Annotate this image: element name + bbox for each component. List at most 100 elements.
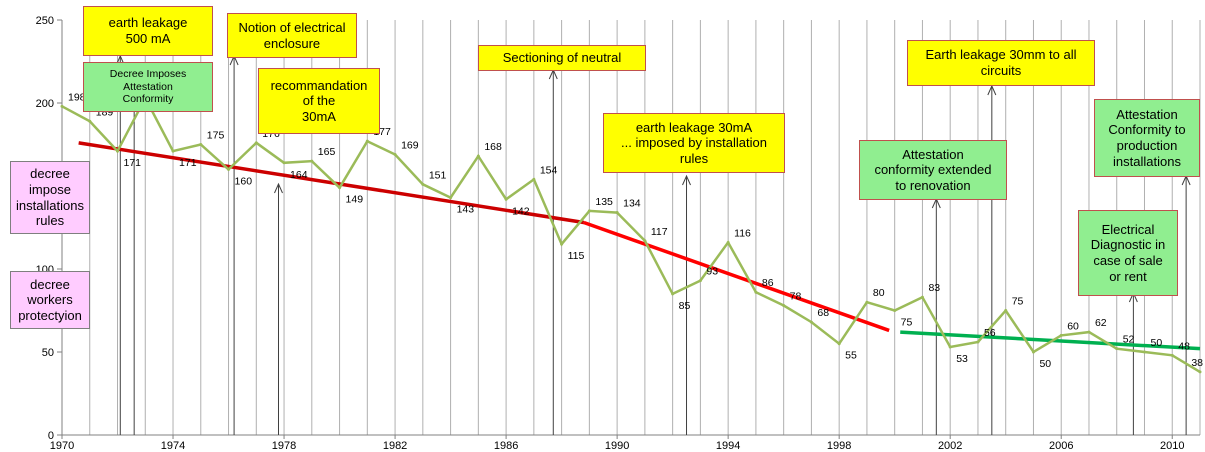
trend-line bbox=[583, 220, 890, 333]
data-point bbox=[1142, 350, 1146, 354]
x-tick-label: 1986 bbox=[494, 440, 518, 452]
annotation-box: Attestation Conformity to production ins… bbox=[1094, 99, 1200, 177]
data-label: 116 bbox=[734, 227, 751, 239]
data-point bbox=[365, 139, 369, 143]
data-point bbox=[227, 167, 231, 171]
data-point bbox=[837, 342, 841, 346]
annotation-box: Decree Imposes Attestation Conformity bbox=[83, 62, 213, 112]
data-point bbox=[171, 149, 175, 153]
data-label: 117 bbox=[651, 226, 668, 238]
data-label: 93 bbox=[706, 266, 718, 278]
data-point bbox=[671, 292, 675, 296]
data-label: 165 bbox=[318, 146, 336, 158]
data-label: 78 bbox=[790, 291, 802, 303]
data-label: 160 bbox=[235, 175, 253, 187]
data-point bbox=[698, 279, 702, 283]
data-point bbox=[476, 154, 480, 158]
data-label: 56 bbox=[984, 327, 996, 339]
data-label: 60 bbox=[1067, 320, 1079, 332]
x-tick-label: 1978 bbox=[272, 440, 296, 452]
data-label: 149 bbox=[346, 194, 364, 206]
data-point bbox=[504, 197, 508, 201]
data-point bbox=[1170, 353, 1174, 357]
data-label: 83 bbox=[928, 282, 940, 294]
data-point bbox=[754, 290, 758, 294]
annotation-box: recommandation of the 30mA bbox=[258, 68, 380, 134]
data-label: 171 bbox=[179, 157, 197, 169]
x-tick-label: 2002 bbox=[938, 440, 962, 452]
annotation-box: Electrical Diagnostic in case of sale or… bbox=[1078, 210, 1178, 296]
annotation-box: Earth leakage 30mm to all circuits bbox=[907, 40, 1095, 86]
data-label: 80 bbox=[873, 287, 885, 299]
data-label: 134 bbox=[623, 198, 641, 210]
x-tick-label: 2010 bbox=[1160, 440, 1184, 452]
data-label: 86 bbox=[762, 277, 774, 289]
data-label: 168 bbox=[484, 141, 502, 153]
data-point bbox=[643, 239, 647, 243]
data-point bbox=[1198, 370, 1202, 374]
data-label: 175 bbox=[207, 130, 225, 142]
data-label: 154 bbox=[540, 164, 558, 176]
data-point bbox=[782, 304, 786, 308]
data-label: 52 bbox=[1123, 334, 1135, 346]
data-point bbox=[199, 143, 203, 146]
data-point bbox=[310, 159, 314, 163]
x-tick-label: 1970 bbox=[50, 440, 74, 452]
x-tick-label: 1998 bbox=[827, 440, 851, 452]
annotation-box: Sectioning of neutral bbox=[478, 45, 646, 71]
data-point bbox=[893, 309, 897, 312]
data-point bbox=[254, 141, 258, 145]
data-point bbox=[726, 240, 730, 244]
data-point bbox=[116, 149, 120, 153]
annotation-box: earth leakage 30mA ... imposed by instal… bbox=[603, 113, 785, 173]
data-point bbox=[1087, 330, 1091, 334]
data-label: 55 bbox=[845, 350, 857, 362]
data-point bbox=[449, 196, 453, 200]
y-tick-label: 50 bbox=[42, 347, 54, 359]
data-label: 198 bbox=[68, 91, 86, 103]
data-point bbox=[1031, 350, 1035, 354]
data-label: 135 bbox=[595, 196, 613, 208]
data-point bbox=[809, 320, 813, 324]
x-tick-label: 1982 bbox=[383, 440, 407, 452]
x-tick-label: 1990 bbox=[605, 440, 629, 452]
data-label: 143 bbox=[457, 204, 475, 216]
data-point bbox=[1115, 347, 1119, 351]
data-point bbox=[615, 211, 619, 215]
arrowhead bbox=[274, 182, 283, 194]
y-tick-label: 250 bbox=[36, 15, 54, 27]
data-label: 115 bbox=[568, 250, 585, 262]
data-label: 164 bbox=[290, 169, 308, 181]
data-point bbox=[60, 104, 64, 108]
x-tick-label: 1974 bbox=[161, 440, 185, 452]
data-label: 53 bbox=[956, 353, 968, 365]
annotation-box: Attestation conformity extended to renov… bbox=[859, 140, 1007, 200]
y-tick-label: 200 bbox=[36, 98, 54, 110]
data-label: 50 bbox=[1039, 358, 1051, 370]
trend-line bbox=[900, 330, 1201, 351]
annotation-box: decree impose installations rules bbox=[10, 161, 90, 234]
data-point bbox=[560, 242, 564, 246]
data-point bbox=[1059, 333, 1063, 337]
data-point bbox=[920, 295, 924, 299]
data-point bbox=[338, 186, 342, 190]
data-label: 68 bbox=[817, 307, 829, 319]
annotation-box: earth leakage 500 mA bbox=[83, 6, 213, 56]
data-label: 75 bbox=[1012, 296, 1024, 308]
data-label: 171 bbox=[124, 157, 142, 169]
arrowhead bbox=[987, 84, 997, 96]
data-point bbox=[88, 119, 92, 123]
data-label: 75 bbox=[901, 317, 913, 329]
data-label: 38 bbox=[1191, 357, 1203, 369]
data-point bbox=[948, 345, 952, 349]
data-label: 50 bbox=[1150, 337, 1162, 349]
annotation-box: decree workers protectyion bbox=[10, 271, 90, 329]
data-label: 151 bbox=[429, 169, 447, 181]
trend-line bbox=[78, 141, 585, 225]
data-point bbox=[587, 209, 591, 213]
data-point bbox=[976, 340, 980, 344]
data-point bbox=[1004, 309, 1008, 312]
data-label: 142 bbox=[512, 205, 530, 217]
series-line bbox=[61, 95, 1201, 373]
data-point bbox=[393, 152, 397, 156]
